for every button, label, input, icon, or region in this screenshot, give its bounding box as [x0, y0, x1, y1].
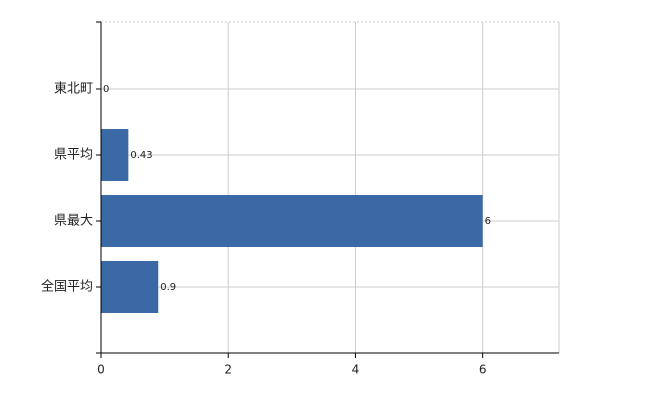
- bar: [101, 195, 483, 247]
- y-tick-label: 県平均: [54, 148, 93, 163]
- x-tick-label: 4: [352, 363, 360, 377]
- y-tick-label: 全国平均: [41, 279, 93, 295]
- x-tick-label: 0: [97, 363, 105, 377]
- data-label: 0: [103, 84, 109, 95]
- y-tick-label: 東北町: [54, 81, 93, 97]
- x-tick-label: 2: [224, 363, 232, 377]
- data-label: 6: [485, 216, 491, 227]
- bar: [101, 129, 129, 181]
- y-tick-label: 県最大: [54, 214, 93, 229]
- data-label: 0.9: [160, 282, 176, 293]
- data-label: 0.43: [130, 150, 152, 161]
- x-tick-label: 6: [479, 363, 487, 377]
- bar: [101, 261, 159, 313]
